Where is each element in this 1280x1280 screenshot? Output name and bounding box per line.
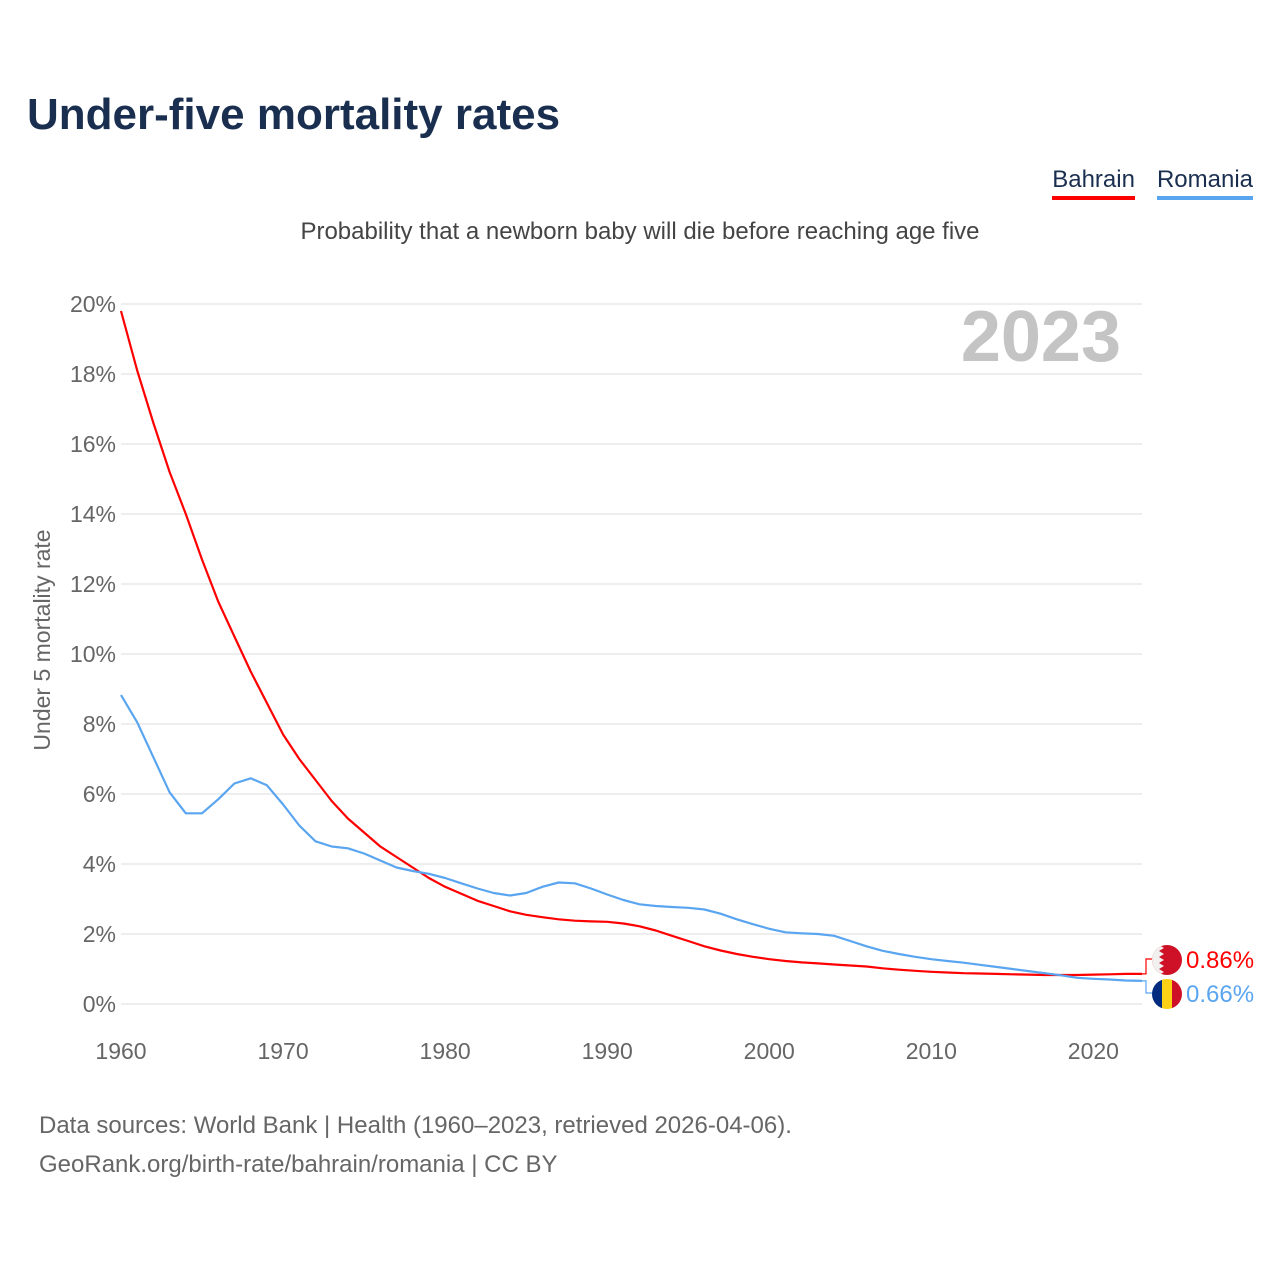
legend-item-bahrain[interactable]: Bahrain (1052, 166, 1135, 200)
chart-subtitle: Probability that a newborn baby will die… (300, 218, 980, 245)
y-tick-label: 16% (70, 431, 116, 457)
year-badge: 2023 (961, 297, 1121, 377)
y-tick-label: 20% (70, 291, 116, 317)
y-tick-label: 14% (70, 501, 116, 527)
y-tick-label: 6% (83, 781, 116, 807)
romania-flag-icon (1152, 979, 1182, 1009)
y-tick-label: 0% (83, 991, 116, 1017)
end-value-label: 0.86% (1186, 947, 1254, 974)
x-tick-label: 2000 (744, 1038, 795, 1064)
y-axis-label: Under 5 mortality rate (29, 529, 55, 750)
chart-title: Under-five mortality rates (27, 90, 561, 139)
y-tick-label: 12% (70, 571, 116, 597)
y-tick-label: 10% (70, 641, 116, 667)
x-tick-label: 1960 (95, 1038, 146, 1064)
x-tick-label: 2020 (1068, 1038, 1119, 1064)
end-connector (1142, 980, 1154, 994)
series-line-bahrain[interactable] (119, 310, 1142, 977)
x-tick-label: 1970 (257, 1038, 308, 1064)
end-connector (1142, 958, 1154, 975)
y-tick-label: 4% (83, 851, 116, 877)
y-tick-label: 2% (83, 921, 116, 947)
bahrain-flag-icon (1152, 945, 1182, 975)
footer: Data sources: World Bank | Health (1960–… (39, 1106, 792, 1184)
legend: Bahrain Romania (1052, 166, 1253, 200)
footer-sources: Data sources: World Bank | Health (1960–… (39, 1112, 792, 1139)
footer-link[interactable]: GeoRank.org/birth-rate/bahrain/romania |… (39, 1151, 558, 1178)
x-tick-label: 1980 (420, 1038, 471, 1064)
end-value-label: 0.66% (1186, 981, 1254, 1008)
series-line-romania[interactable] (120, 694, 1143, 982)
x-tick-label: 2010 (906, 1038, 957, 1064)
x-tick-label: 1990 (582, 1038, 633, 1064)
legend-item-romania[interactable]: Romania (1156, 166, 1253, 200)
y-tick-label: 18% (70, 361, 116, 387)
y-tick-label: 8% (83, 711, 116, 737)
